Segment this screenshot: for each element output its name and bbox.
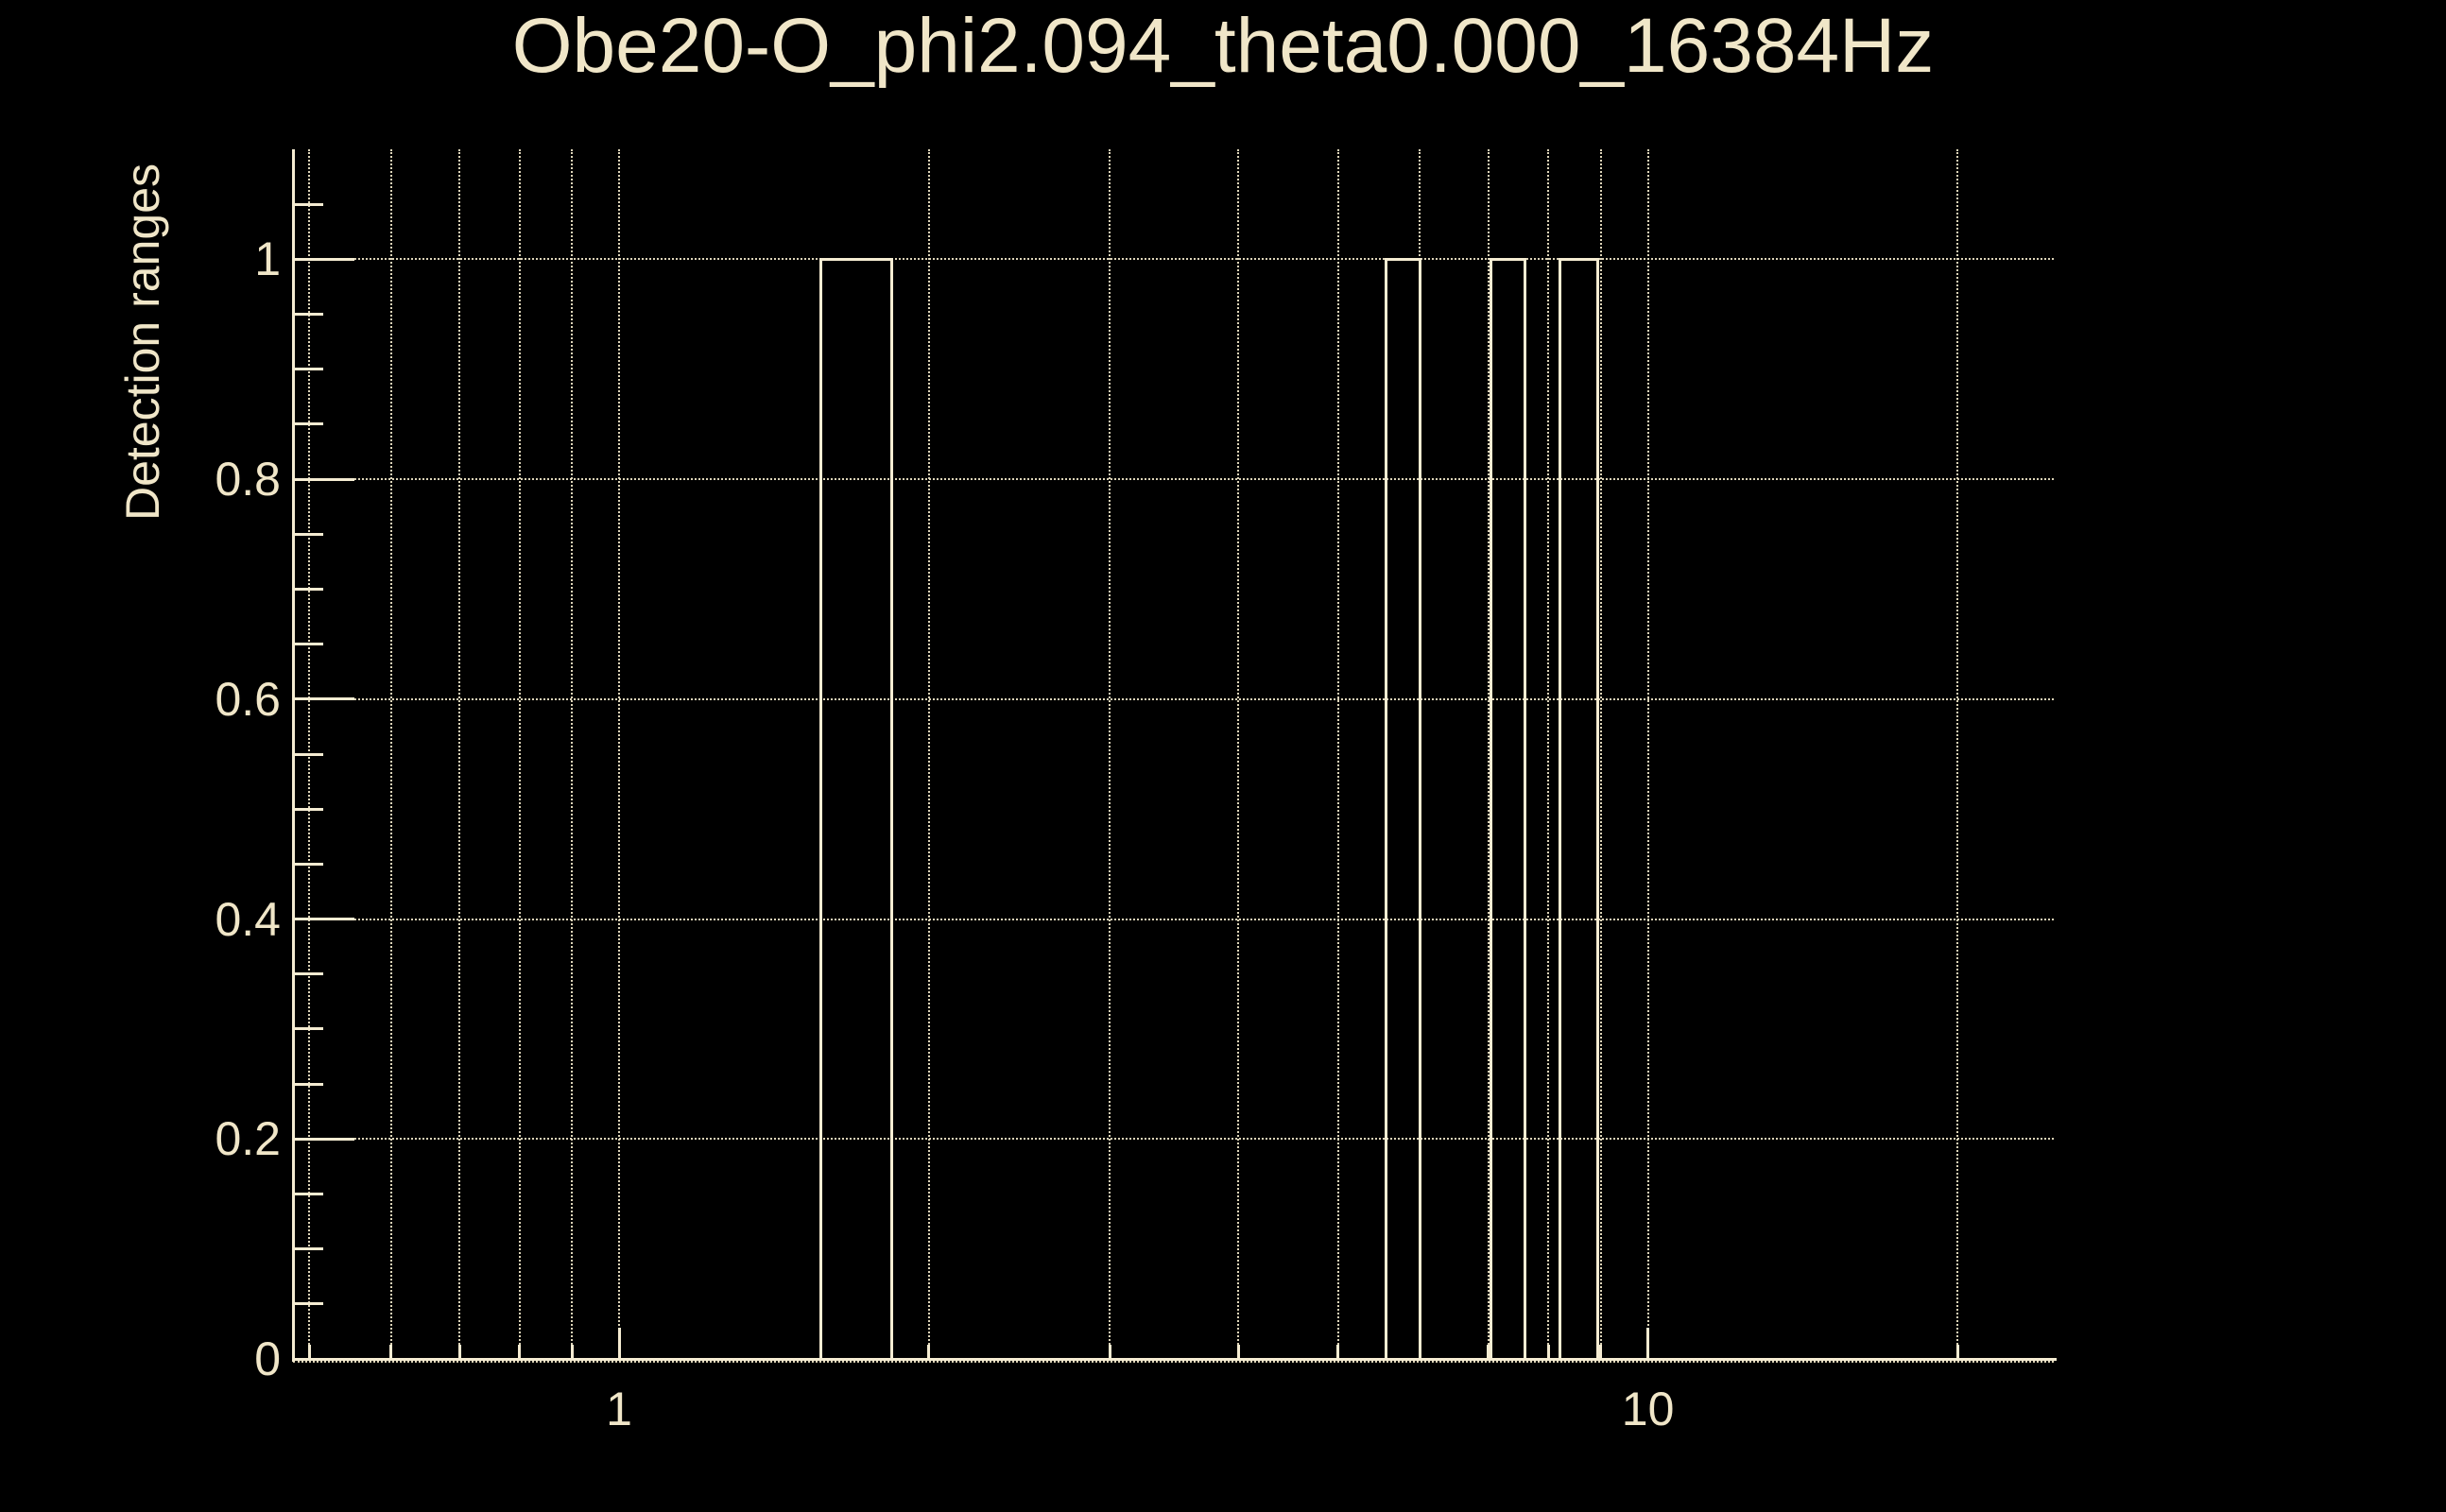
x-tick-label: 10 xyxy=(1621,1383,1675,1435)
gridline-vertical xyxy=(1956,149,1959,1359)
y-minor-tick xyxy=(293,532,323,536)
x-minor-tick xyxy=(927,1345,931,1359)
y-minor-tick xyxy=(293,202,323,206)
y-minor-tick xyxy=(293,862,323,866)
y-minor-tick xyxy=(293,1302,323,1306)
x-axis-line xyxy=(292,1358,2057,1361)
y-minor-tick xyxy=(293,422,323,426)
x-minor-tick xyxy=(1336,1345,1340,1359)
y-minor-tick xyxy=(293,1192,323,1195)
y-major-tick xyxy=(293,918,354,921)
y-minor-tick xyxy=(293,1027,323,1031)
y-tick-label: 0.6 xyxy=(215,672,281,726)
x-minor-tick xyxy=(1955,1345,1959,1359)
gridline-vertical xyxy=(927,149,930,1359)
gridline-vertical xyxy=(1599,149,1602,1359)
x-minor-tick xyxy=(307,1345,311,1359)
gridline-vertical xyxy=(1646,149,1649,1359)
y-minor-tick xyxy=(293,368,323,371)
x-minor-tick xyxy=(518,1345,522,1359)
y-tick-label: 0.4 xyxy=(215,892,281,946)
gridline-vertical xyxy=(1109,149,1111,1359)
y-tick-label: 0 xyxy=(254,1332,281,1385)
x-minor-tick xyxy=(1487,1345,1490,1359)
gridline-vertical xyxy=(389,149,392,1359)
x-minor-tick xyxy=(1236,1345,1240,1359)
x-minor-tick xyxy=(1599,1345,1603,1359)
y-tick-label: 0.8 xyxy=(215,453,281,507)
y-major-tick xyxy=(293,1137,354,1141)
gridline-vertical xyxy=(518,149,521,1359)
x-minor-tick xyxy=(1546,1345,1550,1359)
y-minor-tick xyxy=(293,972,323,976)
gridline-horizontal xyxy=(293,1138,2054,1141)
y-minor-tick xyxy=(293,1247,323,1251)
y-major-tick xyxy=(293,697,354,701)
gridline-vertical xyxy=(458,149,461,1359)
gridline-vertical xyxy=(1547,149,1550,1359)
detection-pulse xyxy=(1489,257,1527,1359)
gridline-horizontal xyxy=(293,478,2054,481)
x-major-tick xyxy=(1646,1328,1650,1359)
chart-title: Obe20-O_phi2.094_theta0.000_16384Hz xyxy=(511,3,1935,89)
y-minor-tick xyxy=(293,1082,323,1086)
x-minor-tick xyxy=(457,1345,461,1359)
y-minor-tick xyxy=(293,313,323,317)
gridline-vertical xyxy=(571,149,574,1359)
gridline-horizontal xyxy=(293,918,2054,920)
x-minor-tick xyxy=(389,1345,393,1359)
gridline-vertical xyxy=(618,149,621,1359)
y-minor-tick xyxy=(293,752,323,756)
x-major-tick xyxy=(617,1328,621,1359)
gridline-vertical xyxy=(1336,149,1339,1359)
detection-pulse xyxy=(1384,257,1421,1359)
y-major-tick xyxy=(293,257,354,261)
y-major-tick xyxy=(293,477,354,481)
gridline-horizontal xyxy=(293,697,2054,700)
x-minor-tick xyxy=(1108,1345,1111,1359)
y-minor-tick xyxy=(293,807,323,811)
y-major-tick xyxy=(293,1357,354,1361)
gridline-vertical xyxy=(1487,149,1490,1359)
detection-pulse xyxy=(1559,257,1599,1359)
x-tick-label: 1 xyxy=(606,1383,632,1435)
gridline-horizontal xyxy=(293,258,2054,261)
y-tick-label: 1 xyxy=(254,232,281,286)
y-minor-tick xyxy=(293,587,323,591)
gridline-horizontal xyxy=(293,1361,2054,1363)
detection-pulse xyxy=(818,257,893,1359)
x-minor-tick xyxy=(570,1345,574,1359)
gridline-vertical xyxy=(1237,149,1240,1359)
y-axis-line xyxy=(292,149,295,1362)
y-minor-tick xyxy=(293,643,323,646)
y-tick-label: 0.2 xyxy=(215,1112,281,1166)
